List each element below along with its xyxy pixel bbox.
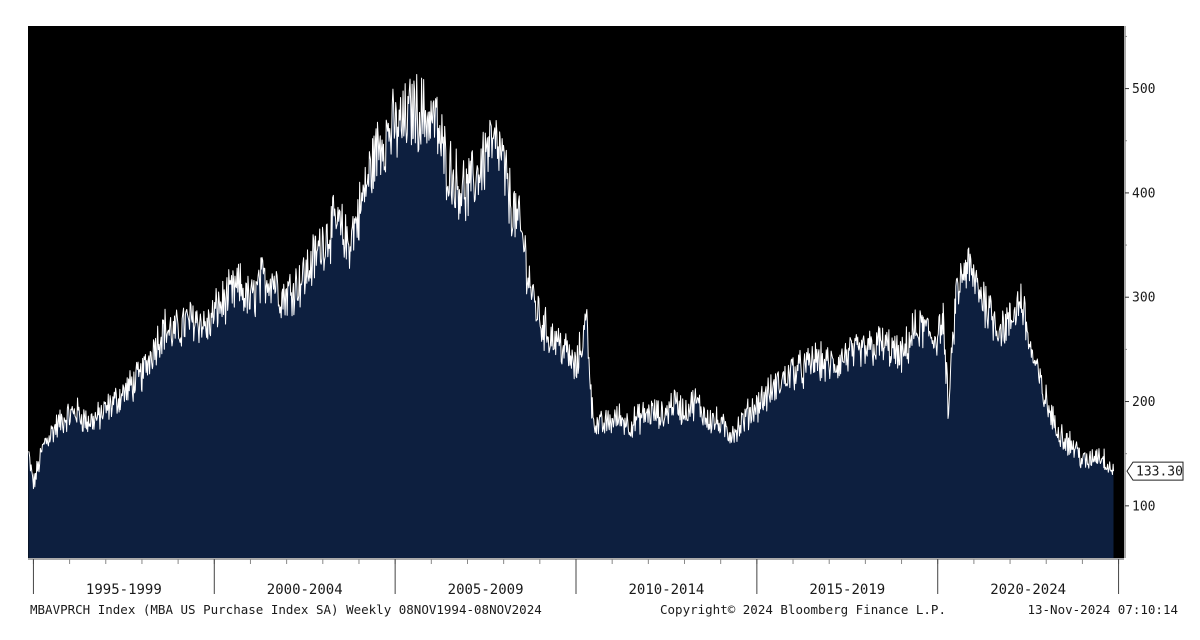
series-line (28, 74, 1115, 490)
footer-timestamp: 13-Nov-2024 07:10:14 (1027, 602, 1178, 617)
y-tick-label: 100 (1132, 499, 1155, 514)
footer: MBAVPRCH Index (MBA US Purchase Index SA… (30, 602, 1178, 617)
series-area (28, 74, 1114, 558)
x-tick-label: 2005-2009 (448, 582, 524, 598)
footer-copyright: Copyright© 2024 Bloomberg Finance L.P. (660, 602, 946, 617)
x-tick-label: 2000-2004 (267, 582, 343, 598)
last-value-label: 133.30 (1136, 465, 1183, 480)
y-tick-label: 200 (1132, 395, 1155, 410)
y-axis: 100 200 300 400 500 (1124, 26, 1155, 558)
area-layer (28, 74, 1115, 558)
last-value-marker: 133.30 (1126, 461, 1184, 481)
x-tick-label: 1995-1999 (86, 582, 162, 598)
x-tick-label: 2020-2024 (990, 582, 1066, 598)
footer-index-description: MBAVPRCH Index (MBA US Purchase Index SA… (30, 602, 542, 617)
last-value-box (1126, 461, 1184, 481)
x-axis: 1995-1999 2000-2004 2005-2009 2010-2014 2015… (28, 558, 1124, 598)
y-tick-label: 500 (1132, 82, 1155, 97)
x-tick-label: 2010-2014 (628, 582, 704, 598)
y-tick-label: 400 (1132, 186, 1155, 201)
y-tick-label: 300 (1132, 291, 1155, 306)
x-tick-label: 2015-2019 (809, 582, 885, 598)
